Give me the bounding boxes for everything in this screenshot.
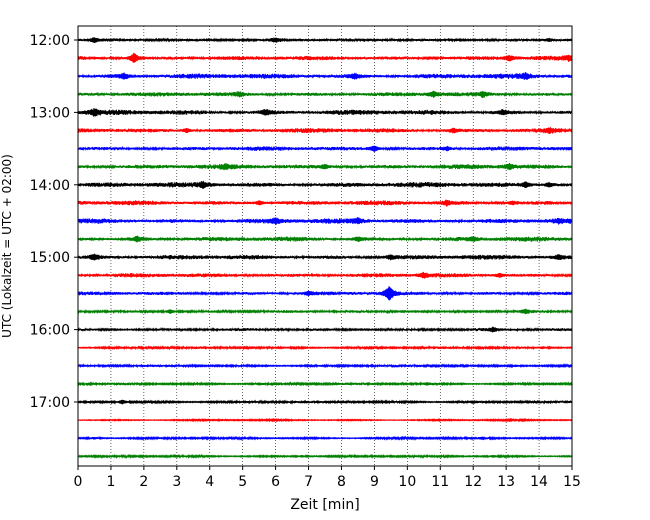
y-axis-ticks: 12:00 13:00 14:00 15:00 16:00 17:00 xyxy=(30,33,78,411)
x-tick-label: 15 xyxy=(563,474,581,490)
trace-1530 xyxy=(77,286,573,301)
x-tick-label: 2 xyxy=(139,474,148,490)
x-tick-label: 10 xyxy=(398,474,416,490)
y-tick-label: 14:00 xyxy=(30,178,70,194)
x-tick-label: 5 xyxy=(238,474,247,490)
trace-1645 xyxy=(77,381,573,387)
y-tick-label: 13:00 xyxy=(30,105,70,121)
trace-1230 xyxy=(77,72,573,81)
x-tick-label: 4 xyxy=(205,474,214,490)
x-tick-label: 11 xyxy=(431,474,449,490)
y-tick-label: 16:00 xyxy=(30,323,70,339)
trace-1245 xyxy=(77,90,573,99)
x-gridlines xyxy=(110,26,540,466)
x-tick-label: 8 xyxy=(337,474,346,490)
x-tick-label: 9 xyxy=(370,474,379,490)
x-tick-label: 1 xyxy=(106,474,115,490)
trace-1515 xyxy=(77,271,573,279)
trace-1300 xyxy=(77,107,573,117)
plot-background xyxy=(78,26,572,466)
x-tick-label: 14 xyxy=(530,474,548,490)
trace-1400 xyxy=(77,180,573,189)
x-axis-label: Zeit [min] xyxy=(290,497,359,513)
x-tick-label: 0 xyxy=(74,474,83,490)
trace-1345 xyxy=(77,162,573,171)
trace-1415 xyxy=(77,199,573,207)
plot-frame xyxy=(77,25,573,467)
x-tick-label: 3 xyxy=(172,474,181,490)
trace-1730 xyxy=(77,435,573,441)
trace-1715 xyxy=(77,417,573,423)
y-tick-label: 15:00 xyxy=(30,250,70,266)
trace-1500 xyxy=(77,253,573,261)
x-tick-label: 12 xyxy=(464,474,482,490)
trace-1200 xyxy=(77,37,573,43)
x-tick-label: 13 xyxy=(497,474,515,490)
trace-1745 xyxy=(77,453,573,459)
y-tick-label: 12:00 xyxy=(30,33,70,49)
traces xyxy=(77,37,573,459)
trace-1215 xyxy=(77,52,573,63)
trace-1600 xyxy=(77,326,573,333)
trace-1445 xyxy=(77,235,573,243)
trace-1330 xyxy=(77,145,573,152)
trace-1615 xyxy=(77,345,573,351)
trace-1315 xyxy=(77,127,573,135)
y-tick-label: 17:00 xyxy=(30,395,70,411)
trace-1630 xyxy=(77,363,573,369)
y-axis-label: UTC (Lokalzeit = UTC + 02:00) xyxy=(0,154,14,338)
trace-1430 xyxy=(77,217,573,225)
trace-1700 xyxy=(77,399,573,405)
x-tick-label: 7 xyxy=(304,474,313,490)
x-tick-label: 6 xyxy=(271,474,280,490)
x-axis-ticks: 0 1 2 3 4 5 6 7 8 9 10 11 12 13 14 15 xyxy=(74,466,581,490)
trace-1545 xyxy=(77,308,573,315)
